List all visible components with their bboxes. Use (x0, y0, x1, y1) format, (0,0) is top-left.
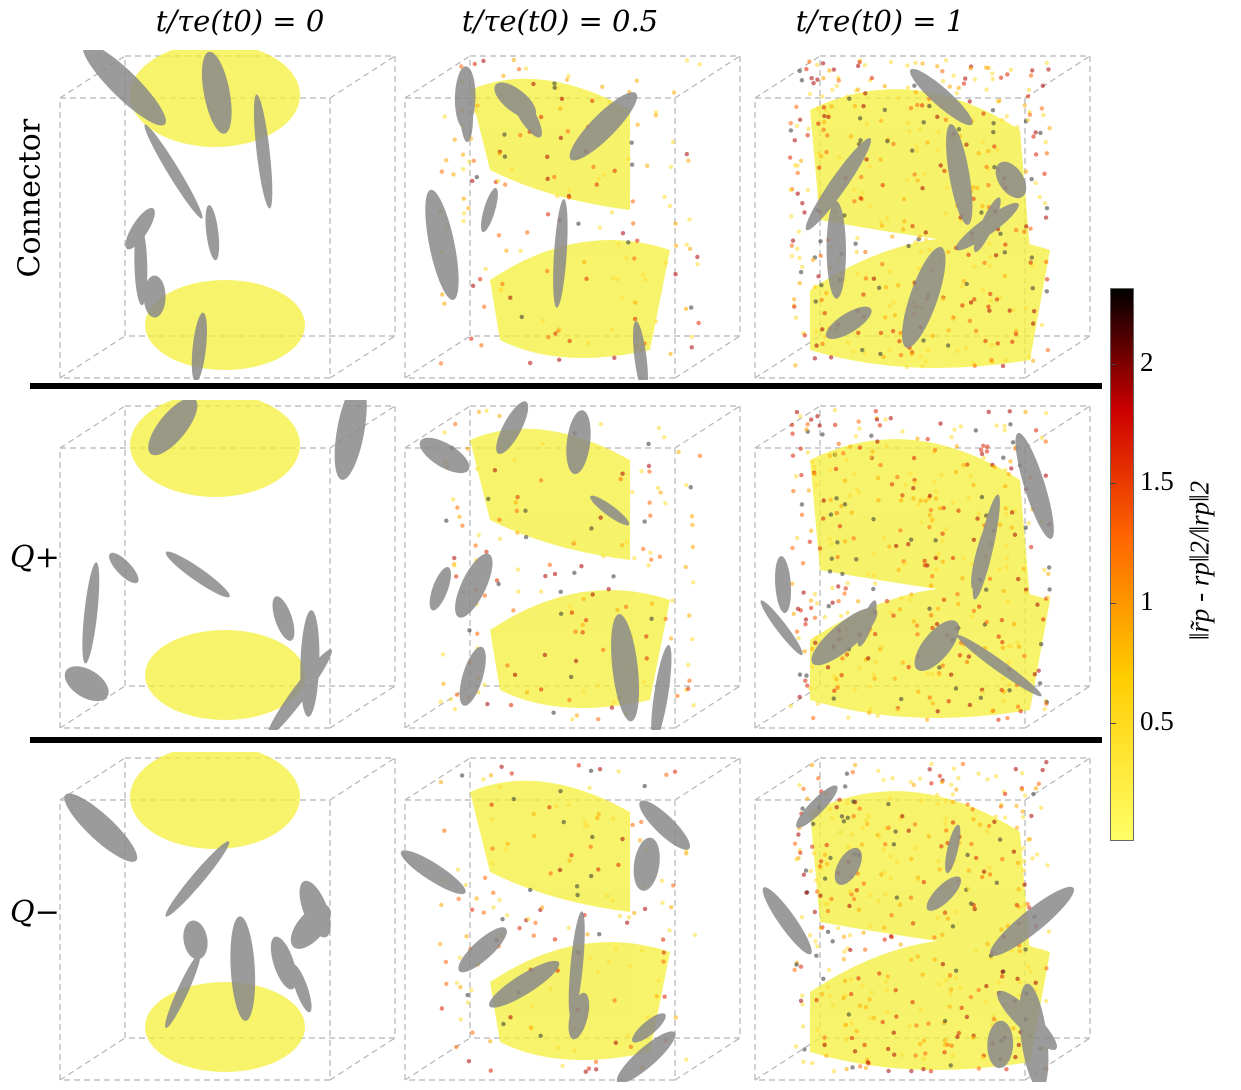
panel-visualization (400, 757, 741, 1082)
column-title-0: t/τe(t0) = 0 (155, 4, 325, 38)
panel-r2-c1 (400, 752, 745, 1082)
vortex-tubes (64, 793, 331, 1029)
column-title-2: t/τe(t0) = 1 (795, 4, 965, 38)
colorbar-label: ‖r̃p - rp‖2/‖rp‖2 (1184, 480, 1215, 641)
colorbar-tick-0.5: 0.5 (1140, 706, 1174, 736)
row-label-qplus: Q+ (10, 540, 60, 575)
row-divider-2 (30, 737, 1102, 743)
panel-visualization (404, 55, 741, 380)
panel-visualization (59, 752, 396, 1081)
vortex-tubes (419, 401, 672, 730)
vortex-tubes (760, 432, 1054, 697)
vortex-tubes (805, 68, 1027, 348)
panel-visualization (59, 50, 396, 380)
colorbar-tick-2: 2 (1140, 347, 1154, 377)
panel-r0-c0 (55, 50, 400, 380)
coherent-structure (810, 89, 1050, 368)
colorbar-tickmark-1.5 (1110, 483, 1116, 484)
panel-visualization (754, 55, 1091, 379)
colorbar-tickmark-0.5 (1110, 723, 1116, 724)
vortex-tubes (762, 785, 1075, 1082)
colorbar-tickmark-1 (1110, 603, 1116, 604)
row-label-connector: Connector (12, 118, 48, 278)
panel-visualization (754, 405, 1091, 729)
panel-visualization (59, 400, 396, 730)
vortex-tubes (425, 66, 648, 380)
coherent-structure (130, 752, 305, 1072)
colorbar-tick-1: 1 (1140, 586, 1154, 616)
vortex-tubes (400, 800, 691, 1082)
column-title-1: t/τe(t0) = 0.5 (461, 4, 659, 38)
panel-r1-c0 (55, 400, 400, 730)
row-divider-1 (30, 383, 1102, 389)
colorbar-tickmark-2 (1110, 364, 1116, 365)
vortex-tubes (64, 400, 367, 730)
panel-r2-c2 (750, 752, 1095, 1082)
colorbar-tick-1.5: 1.5 (1140, 466, 1174, 496)
panel-visualization (404, 401, 741, 730)
vortex-tubes (82, 50, 273, 380)
panel-r0-c1 (400, 50, 745, 380)
panel-r2-c0 (55, 752, 400, 1082)
panel-visualization (754, 757, 1091, 1082)
panel-r1-c1 (400, 400, 745, 730)
row-label-qminus: Q− (10, 895, 60, 930)
coherent-structure (470, 78, 670, 358)
panel-r0-c2 (750, 50, 1095, 380)
particles (787, 58, 1052, 370)
panel-r1-c2 (750, 400, 1095, 730)
colorbar (1110, 288, 1134, 841)
